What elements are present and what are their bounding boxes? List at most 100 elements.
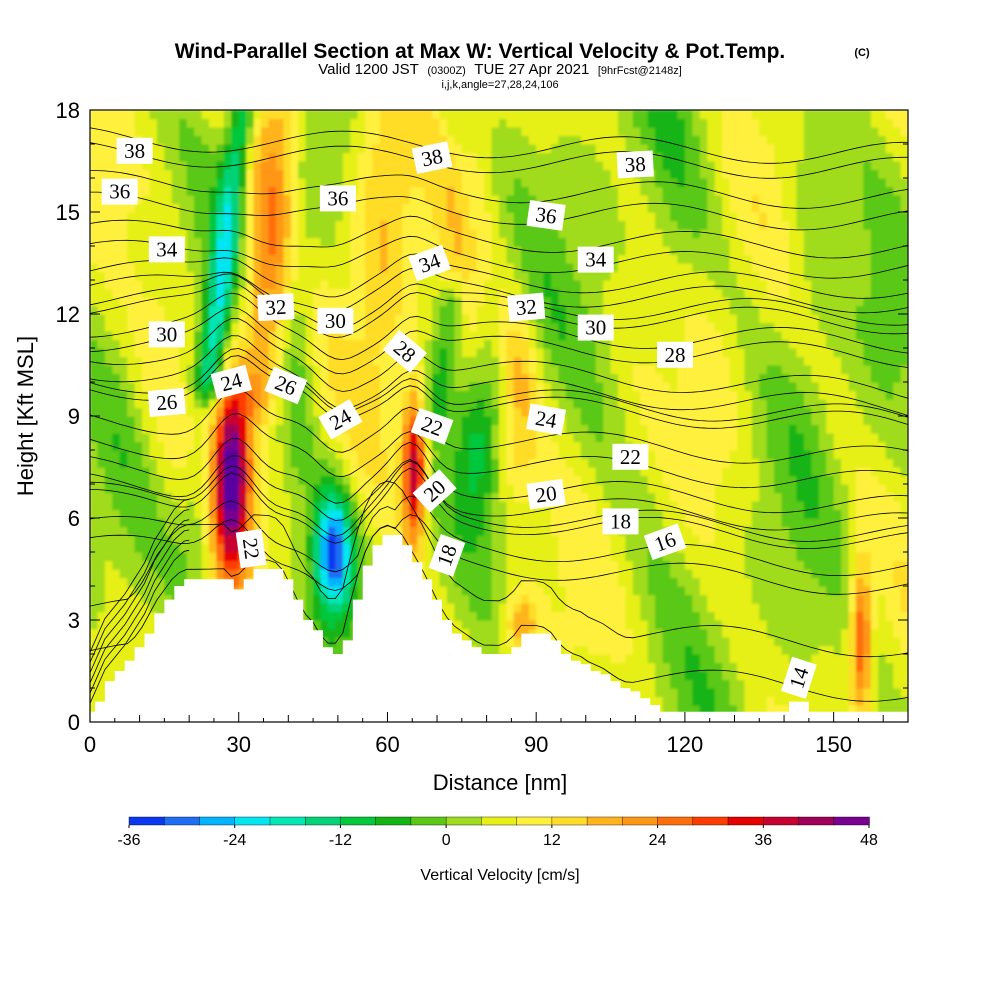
velocity-cell [350,484,359,494]
velocity-cell [417,331,426,341]
velocity-cell [387,450,396,460]
velocity-cell [595,484,604,494]
velocity-cell [432,518,441,528]
velocity-cell [357,543,366,553]
velocity-cell [484,416,493,426]
velocity-cell [238,220,247,230]
velocity-cell [461,450,470,460]
velocity-cell [506,110,515,120]
velocity-cell [119,458,128,468]
velocity-cell [580,169,589,179]
velocity-cell [313,611,322,621]
velocity-cell [238,186,247,196]
velocity-cell [432,305,441,315]
velocity-cell [253,407,262,417]
velocity-cell [357,577,366,587]
velocity-cell [104,246,113,256]
velocity-cell [543,229,552,239]
velocity-cell [112,586,121,596]
velocity-cell [231,280,240,290]
velocity-cell [461,169,470,179]
velocity-cell [327,110,336,120]
velocity-cell [119,314,128,324]
velocity-cell [186,220,195,230]
velocity-cell [513,186,522,196]
velocity-cell [156,458,165,468]
velocity-cell [119,220,128,230]
velocity-cell [208,569,218,579]
velocity-cell [402,237,411,247]
velocity-cell [305,348,314,358]
velocity-cell [320,331,329,341]
velocity-cell [350,594,359,604]
velocity-cell [179,110,188,120]
velocity-cell [372,254,381,264]
velocity-cell [127,382,136,392]
velocity-cell [476,518,485,528]
velocity-cell [573,594,582,604]
velocity-cell [409,467,418,477]
velocity-cell [484,144,493,154]
velocity-cell [342,178,351,188]
velocity-cell [491,628,500,638]
velocity-cell [253,203,262,213]
velocity-cell [513,212,522,222]
velocity-cell [305,237,314,247]
velocity-cell [149,348,158,358]
velocity-cell [134,484,143,494]
velocity-cell [104,254,113,264]
velocity-cell [142,331,151,341]
velocity-cell [454,195,463,205]
velocity-cell [491,254,500,264]
velocity-cell [357,297,366,307]
velocity-cell [365,552,374,562]
velocity-cell [565,212,574,222]
velocity-cell [417,475,426,485]
velocity-cell [499,365,508,375]
velocity-cell [528,594,537,604]
velocity-cell [484,288,493,298]
velocity-cell [283,356,292,366]
velocity-cell [573,229,582,239]
velocity-cell [261,186,270,196]
velocity-cell [208,118,218,128]
velocity-cell [499,305,508,315]
velocity-cell [223,110,232,120]
velocity-cell [580,611,589,621]
velocity-cell [201,305,210,315]
velocity-cell [231,535,240,545]
velocity-cell [186,254,195,264]
velocity-cell [194,501,203,511]
velocity-cell [484,322,493,332]
velocity-cell [357,322,366,332]
velocity-cell [216,339,225,349]
velocity-cell [127,569,136,579]
velocity-cell [491,526,500,536]
velocity-cell [142,373,151,383]
velocity-cell [417,382,426,392]
velocity-cell [350,475,359,485]
velocity-cell [476,467,485,477]
velocity-cell [454,135,463,145]
velocity-cell [298,586,307,596]
velocity-cell [476,339,485,349]
velocity-cell [119,518,128,528]
velocity-cell [469,237,478,247]
velocity-cell [164,433,173,443]
velocity-cell [380,314,389,324]
velocity-cell [305,280,314,290]
velocity-cell [201,390,210,400]
velocity-cell [179,195,188,205]
velocity-cell [97,288,106,298]
velocity-cell [350,399,359,409]
velocity-cell [231,399,240,409]
velocity-cell [372,144,381,154]
velocity-cell [290,543,299,553]
velocity-cell [208,178,218,188]
velocity-cell [298,203,307,213]
velocity-cell [171,161,180,171]
velocity-cell [104,552,113,562]
velocity-cell [142,118,151,128]
velocity-cell [372,237,381,247]
velocity-cell [305,373,314,383]
